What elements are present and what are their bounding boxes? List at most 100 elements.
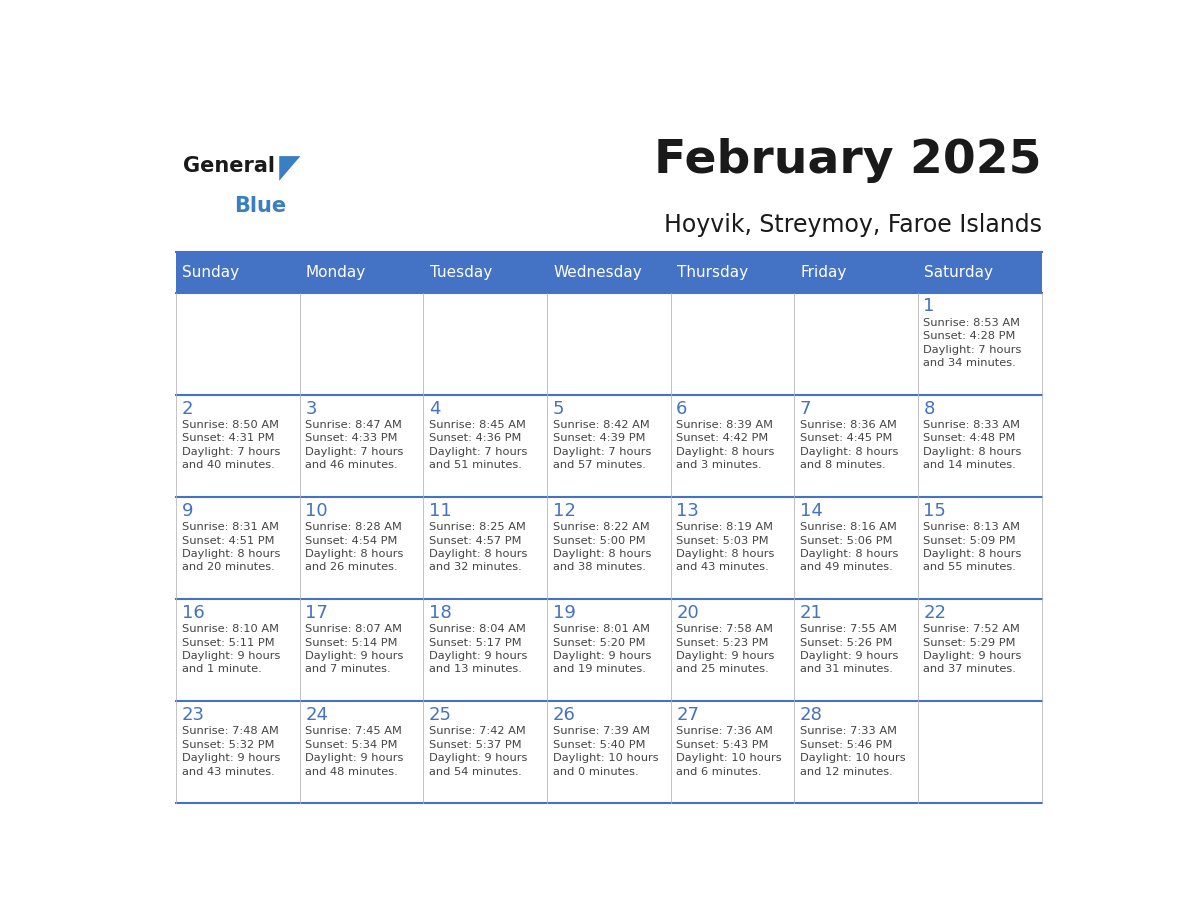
- Text: Sunrise: 8:33 AM: Sunrise: 8:33 AM: [923, 420, 1020, 430]
- Text: 3: 3: [305, 399, 317, 418]
- Text: and 32 minutes.: and 32 minutes.: [429, 563, 522, 573]
- Bar: [299, 497, 423, 599]
- Text: Sunset: 5:20 PM: Sunset: 5:20 PM: [552, 638, 645, 647]
- Bar: [176, 599, 299, 700]
- Bar: [299, 252, 423, 293]
- Bar: [795, 599, 918, 700]
- Text: 27: 27: [676, 706, 700, 723]
- Text: Daylight: 9 hours: Daylight: 9 hours: [305, 651, 404, 661]
- Text: Daylight: 9 hours: Daylight: 9 hours: [305, 753, 404, 763]
- Bar: [918, 395, 1042, 497]
- Text: Wednesday: Wednesday: [554, 264, 642, 279]
- Text: Daylight: 8 hours: Daylight: 8 hours: [676, 447, 775, 457]
- Text: 10: 10: [305, 501, 328, 520]
- Polygon shape: [279, 156, 301, 181]
- Bar: [423, 252, 546, 293]
- Bar: [176, 293, 299, 395]
- Text: Sunrise: 7:36 AM: Sunrise: 7:36 AM: [676, 726, 773, 736]
- Text: and 3 minutes.: and 3 minutes.: [676, 460, 762, 470]
- Text: 2: 2: [182, 399, 194, 418]
- Bar: [423, 700, 546, 803]
- Bar: [176, 700, 299, 803]
- Text: Sunset: 4:45 PM: Sunset: 4:45 PM: [800, 433, 892, 443]
- Text: Daylight: 10 hours: Daylight: 10 hours: [552, 753, 658, 763]
- Bar: [299, 599, 423, 700]
- Text: Sunrise: 8:01 AM: Sunrise: 8:01 AM: [552, 624, 650, 634]
- Text: Daylight: 8 hours: Daylight: 8 hours: [676, 549, 775, 559]
- Text: Monday: Monday: [307, 264, 366, 279]
- Text: Sunset: 5:06 PM: Sunset: 5:06 PM: [800, 535, 892, 545]
- Text: Sunset: 4:39 PM: Sunset: 4:39 PM: [552, 433, 645, 443]
- Bar: [671, 252, 795, 293]
- Text: and 8 minutes.: and 8 minutes.: [800, 460, 885, 470]
- Bar: [299, 395, 423, 497]
- Text: Sunset: 4:33 PM: Sunset: 4:33 PM: [305, 433, 398, 443]
- Text: General: General: [183, 156, 276, 176]
- Text: Daylight: 10 hours: Daylight: 10 hours: [676, 753, 782, 763]
- Text: Sunrise: 7:39 AM: Sunrise: 7:39 AM: [552, 726, 650, 736]
- Text: and 51 minutes.: and 51 minutes.: [429, 460, 522, 470]
- Text: Thursday: Thursday: [677, 264, 748, 279]
- Bar: [918, 700, 1042, 803]
- Text: Sunset: 4:51 PM: Sunset: 4:51 PM: [182, 535, 274, 545]
- Text: 7: 7: [800, 399, 811, 418]
- Text: and 46 minutes.: and 46 minutes.: [305, 460, 398, 470]
- Text: Daylight: 7 hours: Daylight: 7 hours: [429, 447, 527, 457]
- Text: and 19 minutes.: and 19 minutes.: [552, 665, 645, 675]
- Text: 26: 26: [552, 706, 575, 723]
- Bar: [546, 293, 671, 395]
- Bar: [918, 252, 1042, 293]
- Text: Sunset: 5:03 PM: Sunset: 5:03 PM: [676, 535, 769, 545]
- Bar: [546, 395, 671, 497]
- Text: and 6 minutes.: and 6 minutes.: [676, 767, 762, 777]
- Text: and 57 minutes.: and 57 minutes.: [552, 460, 645, 470]
- Text: Sunset: 4:36 PM: Sunset: 4:36 PM: [429, 433, 522, 443]
- Text: 21: 21: [800, 604, 823, 621]
- Text: 17: 17: [305, 604, 328, 621]
- Text: Sunset: 5:43 PM: Sunset: 5:43 PM: [676, 740, 769, 750]
- Text: Sunrise: 7:45 AM: Sunrise: 7:45 AM: [305, 726, 403, 736]
- Text: Daylight: 8 hours: Daylight: 8 hours: [800, 447, 898, 457]
- Text: Sunset: 5:29 PM: Sunset: 5:29 PM: [923, 638, 1016, 647]
- Text: Daylight: 9 hours: Daylight: 9 hours: [923, 651, 1022, 661]
- Bar: [176, 395, 299, 497]
- Text: Sunrise: 8:39 AM: Sunrise: 8:39 AM: [676, 420, 773, 430]
- Text: and 26 minutes.: and 26 minutes.: [305, 563, 398, 573]
- Text: Sunrise: 7:52 AM: Sunrise: 7:52 AM: [923, 624, 1020, 634]
- Text: and 49 minutes.: and 49 minutes.: [800, 563, 892, 573]
- Text: Sunset: 5:17 PM: Sunset: 5:17 PM: [429, 638, 522, 647]
- Text: Sunrise: 8:50 AM: Sunrise: 8:50 AM: [182, 420, 279, 430]
- Text: Daylight: 9 hours: Daylight: 9 hours: [429, 753, 527, 763]
- Text: 5: 5: [552, 399, 564, 418]
- Text: Daylight: 9 hours: Daylight: 9 hours: [800, 651, 898, 661]
- Text: 4: 4: [429, 399, 441, 418]
- Text: and 1 minute.: and 1 minute.: [182, 665, 261, 675]
- Text: and 55 minutes.: and 55 minutes.: [923, 563, 1017, 573]
- Bar: [423, 293, 546, 395]
- Text: Daylight: 10 hours: Daylight: 10 hours: [800, 753, 905, 763]
- Text: Daylight: 9 hours: Daylight: 9 hours: [552, 651, 651, 661]
- Text: Sunset: 4:42 PM: Sunset: 4:42 PM: [676, 433, 769, 443]
- Bar: [671, 293, 795, 395]
- Text: Tuesday: Tuesday: [430, 264, 492, 279]
- Bar: [423, 497, 546, 599]
- Bar: [795, 395, 918, 497]
- Text: and 54 minutes.: and 54 minutes.: [429, 767, 522, 777]
- Text: Sunrise: 8:22 AM: Sunrise: 8:22 AM: [552, 522, 650, 532]
- Text: Sunrise: 7:48 AM: Sunrise: 7:48 AM: [182, 726, 278, 736]
- Bar: [299, 700, 423, 803]
- Text: Sunrise: 8:36 AM: Sunrise: 8:36 AM: [800, 420, 897, 430]
- Text: Sunset: 5:23 PM: Sunset: 5:23 PM: [676, 638, 769, 647]
- Text: Daylight: 7 hours: Daylight: 7 hours: [923, 345, 1022, 355]
- Text: Sunrise: 8:45 AM: Sunrise: 8:45 AM: [429, 420, 526, 430]
- Text: and 37 minutes.: and 37 minutes.: [923, 665, 1017, 675]
- Text: 20: 20: [676, 604, 699, 621]
- Text: 24: 24: [305, 706, 328, 723]
- Text: Sunset: 4:54 PM: Sunset: 4:54 PM: [305, 535, 398, 545]
- Bar: [671, 599, 795, 700]
- Text: and 0 minutes.: and 0 minutes.: [552, 767, 638, 777]
- Text: and 48 minutes.: and 48 minutes.: [305, 767, 398, 777]
- Text: Sunrise: 8:53 AM: Sunrise: 8:53 AM: [923, 318, 1020, 328]
- Bar: [546, 700, 671, 803]
- Text: Daylight: 9 hours: Daylight: 9 hours: [182, 651, 280, 661]
